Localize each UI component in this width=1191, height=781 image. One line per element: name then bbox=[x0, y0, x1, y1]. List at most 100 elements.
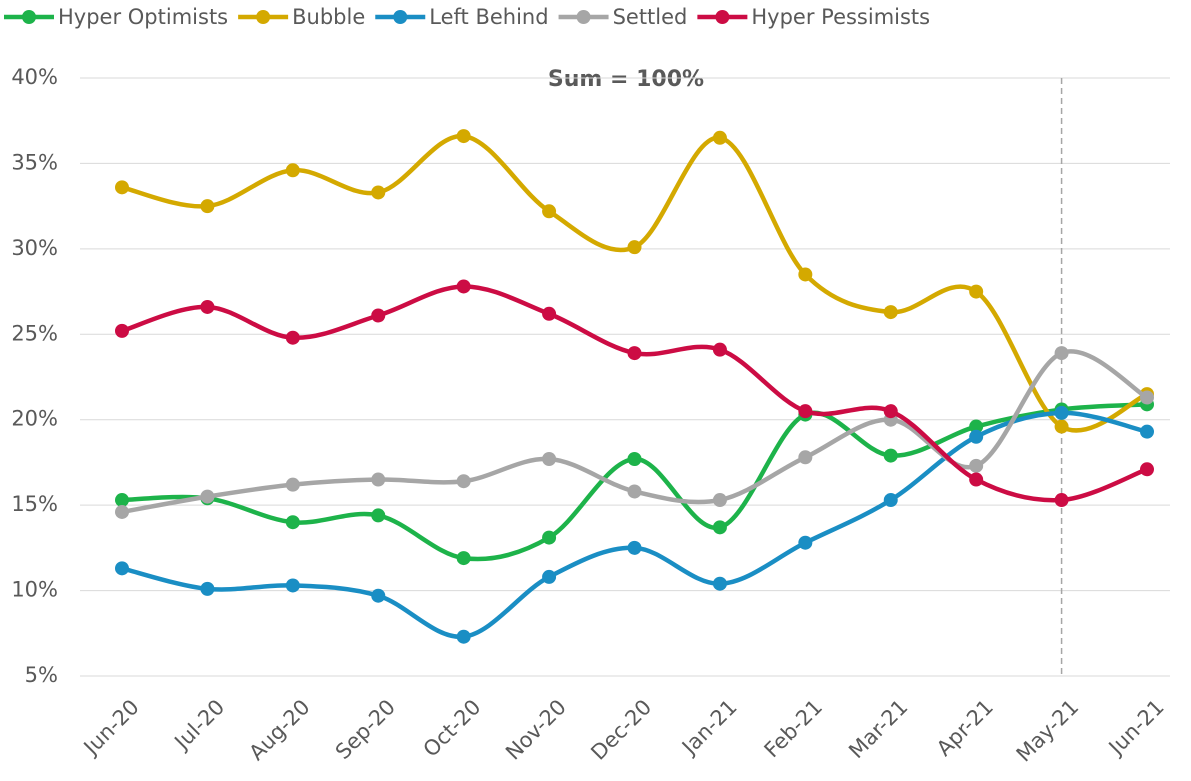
legend-marker bbox=[22, 10, 36, 24]
point bbox=[371, 508, 386, 523]
legend-item: Bubble bbox=[238, 5, 365, 29]
series-line bbox=[121, 133, 1148, 433]
point bbox=[798, 404, 813, 419]
point bbox=[1054, 405, 1069, 420]
point bbox=[969, 458, 984, 473]
point bbox=[371, 472, 386, 487]
point bbox=[115, 504, 129, 519]
point bbox=[115, 323, 129, 338]
point bbox=[969, 419, 984, 434]
y-tick-label: 35% bbox=[11, 150, 58, 174]
point bbox=[285, 330, 300, 345]
point bbox=[115, 180, 129, 195]
point bbox=[200, 299, 215, 314]
point bbox=[969, 284, 984, 299]
point bbox=[1140, 462, 1154, 477]
point bbox=[712, 493, 727, 508]
legend-item: Left Behind bbox=[375, 5, 549, 29]
point bbox=[542, 452, 557, 467]
point bbox=[969, 429, 984, 444]
legend-label: Settled bbox=[613, 5, 688, 29]
point bbox=[456, 629, 471, 644]
legend-marker bbox=[393, 10, 408, 24]
x-tick-label: Jan-21 bbox=[676, 695, 742, 761]
y-tick-label: 20% bbox=[11, 407, 58, 431]
point bbox=[969, 472, 984, 487]
point bbox=[712, 520, 727, 535]
point bbox=[371, 588, 386, 603]
point bbox=[200, 581, 215, 596]
x-tick-label: Oct-20 bbox=[419, 695, 486, 762]
x-tick-label: Dec-20 bbox=[586, 695, 656, 765]
point bbox=[712, 342, 727, 357]
y-tick-label: 25% bbox=[11, 321, 58, 345]
legend-marker bbox=[576, 10, 591, 24]
x-tick-label: Aug-20 bbox=[244, 695, 314, 765]
point bbox=[200, 489, 215, 504]
point bbox=[456, 279, 471, 294]
point bbox=[627, 346, 642, 361]
point bbox=[542, 204, 557, 219]
point bbox=[712, 130, 727, 145]
point bbox=[456, 129, 471, 144]
x-tick-label: Mar-21 bbox=[844, 695, 912, 763]
series-line bbox=[121, 410, 1148, 639]
point bbox=[883, 493, 898, 508]
legend-label: Bubble bbox=[292, 5, 365, 29]
point bbox=[712, 576, 727, 591]
point bbox=[456, 551, 471, 566]
point bbox=[627, 240, 642, 255]
legend-marker bbox=[715, 10, 730, 24]
y-tick-label: 10% bbox=[11, 578, 58, 602]
point bbox=[798, 535, 813, 550]
point bbox=[798, 267, 813, 282]
point bbox=[1140, 424, 1154, 439]
annotation: Sum = 100% bbox=[548, 67, 704, 92]
legend-marker bbox=[256, 10, 271, 24]
legend-item: Hyper Optimists bbox=[4, 5, 228, 29]
point bbox=[542, 530, 557, 545]
x-tick-label: Feb-21 bbox=[760, 695, 828, 763]
point bbox=[1140, 390, 1154, 405]
point bbox=[285, 163, 300, 178]
point bbox=[1054, 493, 1069, 508]
legend-item: Hyper Pessimists bbox=[697, 5, 930, 29]
point bbox=[883, 305, 898, 320]
legend-label: Hyper Optimists bbox=[58, 5, 228, 29]
point bbox=[627, 540, 642, 555]
point bbox=[627, 484, 642, 499]
point bbox=[200, 199, 215, 214]
legend-label: Hyper Pessimists bbox=[751, 5, 930, 29]
point bbox=[456, 474, 471, 489]
y-tick-label: 15% bbox=[11, 492, 58, 516]
point bbox=[1054, 346, 1069, 361]
point bbox=[1054, 419, 1069, 434]
x-tick-label: Jun-21 bbox=[1103, 695, 1169, 761]
x-tick-label: Nov-20 bbox=[501, 695, 571, 765]
y-tick-label: 30% bbox=[11, 236, 58, 260]
x-tick-label: Jun-20 bbox=[78, 695, 144, 761]
point bbox=[798, 450, 813, 465]
point bbox=[285, 515, 300, 530]
point bbox=[285, 477, 300, 492]
point bbox=[542, 306, 557, 321]
series-line bbox=[121, 284, 1148, 503]
point bbox=[371, 185, 386, 200]
y-tick-label: 5% bbox=[25, 663, 58, 687]
x-tick-label: Jul-20 bbox=[169, 695, 230, 756]
point bbox=[115, 561, 129, 576]
x-tick-label: May-21 bbox=[1012, 695, 1084, 767]
point bbox=[883, 448, 898, 463]
legend-item: Settled bbox=[558, 5, 688, 29]
legend-label: Left Behind bbox=[429, 5, 548, 29]
point bbox=[285, 578, 300, 593]
x-tick-label: Sep-20 bbox=[331, 695, 400, 764]
point bbox=[115, 493, 129, 508]
x-tick-label: Apr-21 bbox=[932, 695, 998, 761]
point bbox=[542, 569, 557, 584]
y-tick-label: 40% bbox=[11, 65, 58, 89]
point bbox=[627, 452, 642, 467]
point bbox=[371, 308, 386, 323]
point bbox=[883, 404, 898, 419]
